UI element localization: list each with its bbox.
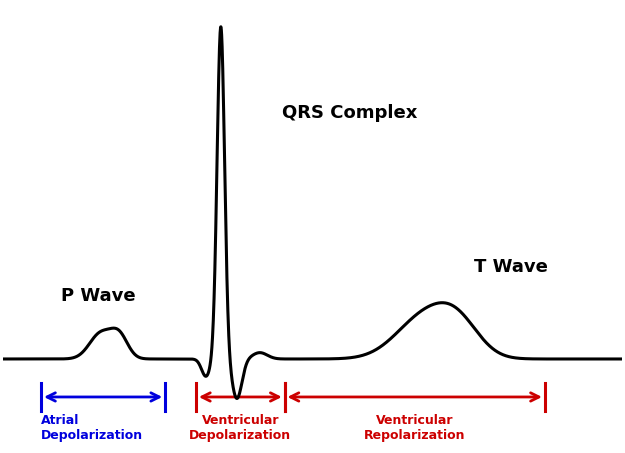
Text: P Wave: P Wave [61, 287, 136, 305]
Text: QRS Complex: QRS Complex [282, 103, 418, 121]
Text: T Wave: T Wave [474, 258, 548, 276]
Text: Atrial
Depolarization: Atrial Depolarization [41, 414, 143, 443]
Text: Ventricular
Repolarization: Ventricular Repolarization [364, 414, 466, 443]
Text: Ventricular
Depolarization: Ventricular Depolarization [189, 414, 291, 443]
